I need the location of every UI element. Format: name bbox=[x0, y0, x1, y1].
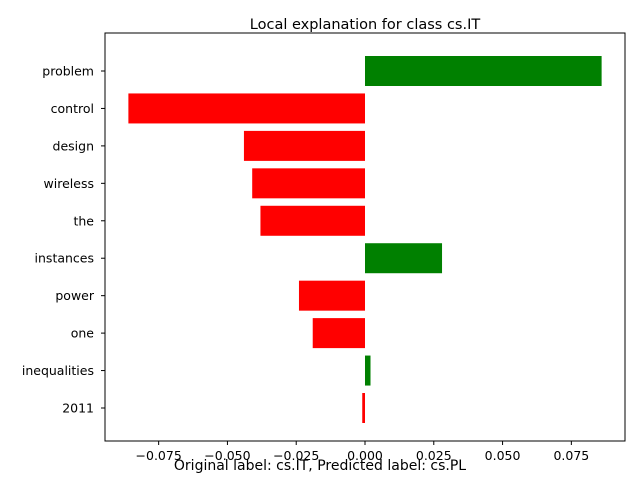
x-tick-label: 0.075 bbox=[553, 448, 589, 463]
bar-design bbox=[243, 130, 365, 161]
bar-control bbox=[128, 93, 365, 124]
chart-title: Local explanation for class cs.IT bbox=[250, 17, 481, 33]
label-caption: Original label: cs.IT, Predicted label: … bbox=[173, 458, 467, 474]
x-tick-label: −0.025 bbox=[273, 448, 319, 463]
bar-wireless bbox=[252, 168, 365, 199]
x-tick-label: −0.075 bbox=[136, 448, 182, 463]
x-tick-label: −0.050 bbox=[204, 448, 250, 463]
x-axis-ticks: −0.075 −0.050 −0.025 0.000 0.025 0.050 0.075 bbox=[136, 441, 589, 463]
bar-instances bbox=[365, 243, 443, 274]
bar-2011 bbox=[362, 393, 365, 423]
x-tick-label: 0.025 bbox=[416, 448, 452, 463]
y-tick-label-one: one bbox=[71, 326, 95, 341]
y-tick-label-instances: instances bbox=[35, 251, 94, 266]
bars-group bbox=[128, 56, 602, 423]
y-axis-ticks: problem control design wireless the instances… bbox=[22, 64, 105, 416]
y-tick-label-power: power bbox=[55, 288, 94, 303]
y-tick-label-design: design bbox=[53, 138, 94, 153]
x-tick-label: 0.000 bbox=[347, 448, 383, 463]
bar-inequalities bbox=[365, 355, 371, 386]
y-tick-label-inequalities: inequalities bbox=[22, 363, 94, 378]
y-tick-label-the: the bbox=[73, 213, 94, 228]
bar-the bbox=[260, 205, 365, 236]
y-tick-label-wireless: wireless bbox=[44, 176, 94, 191]
x-tick-label: 0.050 bbox=[485, 448, 521, 463]
bar-one bbox=[312, 318, 365, 349]
y-tick-label-problem: problem bbox=[42, 64, 94, 79]
y-tick-label-2011: 2011 bbox=[62, 401, 94, 416]
bar-problem bbox=[365, 56, 602, 86]
bar-power bbox=[298, 280, 365, 311]
plot-frame bbox=[104, 32, 626, 442]
y-tick-label-control: control bbox=[51, 101, 94, 116]
